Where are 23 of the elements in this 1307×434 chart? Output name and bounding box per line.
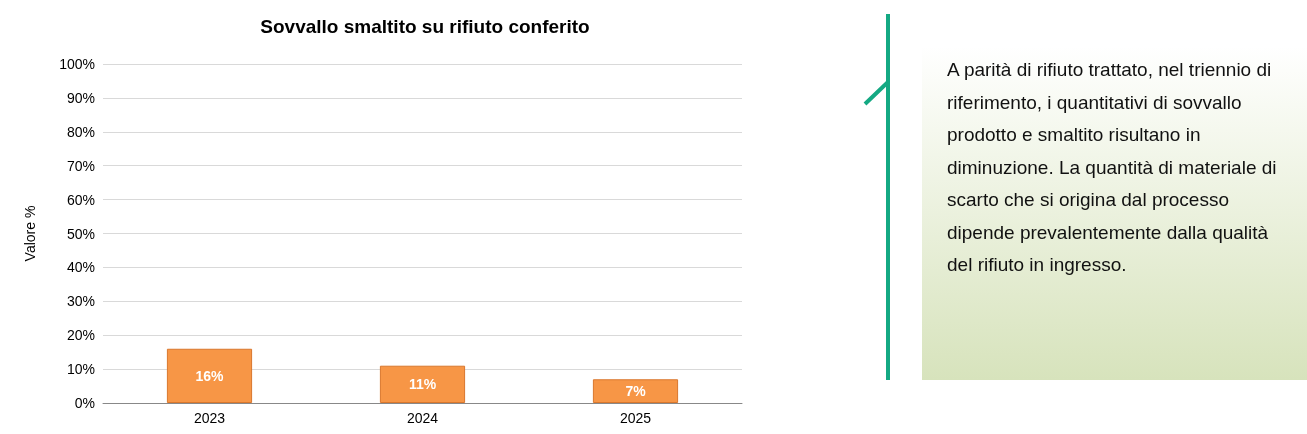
chart-title: Sovvallo smaltito su rifiuto conferito <box>260 16 590 37</box>
y-tick-label: 0% <box>74 395 95 411</box>
y-tick-label: 20% <box>66 327 95 344</box>
y-tick-label: 50% <box>66 225 95 242</box>
y-tick-label: 60% <box>66 191 95 208</box>
x-tick-label: 2024 <box>406 410 439 426</box>
y-tick-label: 10% <box>66 361 95 378</box>
y-tick-label: 80% <box>66 123 95 140</box>
y-tick-label: 100% <box>59 56 95 72</box>
x-tick-label: 2023 <box>193 410 226 426</box>
text: A parità di rifiuto trattato, nel triennio di riferimento, i quantitativi di sovvallo prodotto e smaltito risultano in diminuzione. La quantità di materiale di scarto che si origina dal processo dipende prevalentemente dalla qualità del rifiuto in ingresso. <box>922 46 1307 380</box>
y-axis-title: Valore % <box>22 205 38 262</box>
x-tick-label: 2025 <box>619 410 652 426</box>
data-label: 16% <box>195 367 225 384</box>
y-tick-label: 40% <box>66 259 95 276</box>
y-tick-label: 70% <box>66 157 95 174</box>
bar <box>166 348 253 403</box>
y-tick-label: 30% <box>66 293 95 310</box>
bar <box>379 365 466 403</box>
bar <box>592 379 679 403</box>
y-tick-label: 90% <box>66 89 95 106</box>
data-label: 7% <box>625 383 647 400</box>
data-label: 11% <box>408 376 437 393</box>
